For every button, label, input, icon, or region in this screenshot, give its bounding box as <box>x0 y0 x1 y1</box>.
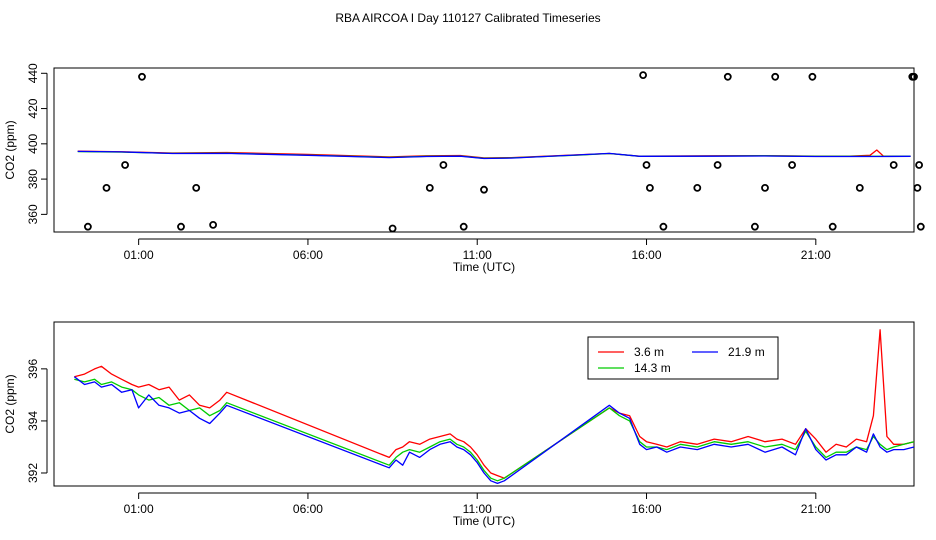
outlier-point <box>828 222 837 231</box>
outlier-point <box>439 161 448 169</box>
outlier-point <box>723 72 732 81</box>
outlier-point <box>459 222 468 231</box>
outlier-point <box>855 183 864 192</box>
legend-label: 3.6 m <box>634 345 664 359</box>
outlier-point <box>788 161 796 169</box>
y-tick-label: 420 <box>26 98 40 118</box>
legend: 3.6 m 14.3 m 21.9 m <box>587 336 779 380</box>
y-tick-label: 400 <box>26 133 40 153</box>
outlier-point <box>646 183 654 192</box>
y-tick-label: 380 <box>26 169 40 189</box>
outlier-point <box>639 71 647 79</box>
outlier-point <box>889 161 898 169</box>
outlier-point <box>751 222 759 231</box>
outlier-point <box>388 224 397 233</box>
series-line-2 <box>73 376 915 485</box>
outlier-point <box>771 72 780 81</box>
y-axis-label: CO2 (ppm) <box>3 120 17 179</box>
x-tick-label: 06:00 <box>293 248 323 262</box>
plot-frame <box>53 67 915 233</box>
outlier-point <box>84 222 92 231</box>
y-tick-label: 394 <box>26 411 40 431</box>
outlier-point <box>915 161 923 169</box>
outlier-point <box>910 72 918 81</box>
x-tick-label: 01:00 <box>124 502 154 516</box>
legend-label: 14.3 m <box>634 361 671 375</box>
series-line-1 <box>74 378 915 482</box>
plot-frame <box>53 321 915 487</box>
y-tick-label: 392 <box>26 463 40 483</box>
series-line-2 <box>77 150 911 160</box>
outlier-point <box>480 185 488 194</box>
x-tick-label: 11:00 <box>463 248 492 262</box>
x-tick-label: 21:00 <box>801 502 831 516</box>
outlier-point <box>177 222 185 231</box>
x-axis-label: Time (UTC) <box>453 514 515 528</box>
outlier-point <box>693 183 702 192</box>
legend-box <box>587 336 779 380</box>
x-tick-label: 11:00 <box>463 502 492 516</box>
x-tick-label: 21:00 <box>801 248 831 262</box>
outlier-point <box>209 220 218 229</box>
legend-label: 21.9 m <box>728 345 765 359</box>
outlier-point <box>659 222 668 231</box>
outlier-point <box>713 161 722 169</box>
outlier-point <box>916 222 925 231</box>
outlier-point <box>642 161 651 169</box>
y-tick-label: 440 <box>26 63 40 83</box>
series-line-0 <box>74 329 915 479</box>
y-tick-label: 396 <box>26 359 40 379</box>
y-axis-label: CO2 (ppm) <box>3 374 17 433</box>
x-tick-label: 06:00 <box>293 502 323 516</box>
y-tick-label: 360 <box>26 204 40 224</box>
x-tick-label: 16:00 <box>632 502 662 516</box>
x-tick-label: 01:00 <box>124 248 154 262</box>
x-tick-label: 16:00 <box>632 248 662 262</box>
outlier-point <box>425 183 434 192</box>
outlier-point <box>761 183 769 192</box>
panel-top: 01:00 06:00 11:00 16:00 21:00 Time (UTC) 360 38… <box>3 63 925 274</box>
x-axis-label: Time (UTC) <box>453 260 515 274</box>
panel-bottom: 01:00 06:00 11:00 16:00 21:00 Time (UTC) 392 39… <box>3 321 915 528</box>
outlier-point <box>121 161 129 169</box>
outlier-point <box>913 183 922 192</box>
figure-title: RBA AIRCOA I Day 110127 Calibrated Times… <box>335 11 600 25</box>
outlier-point <box>808 72 817 81</box>
outlier-point <box>192 183 201 192</box>
outlier-point <box>138 72 146 81</box>
outlier-point <box>102 183 111 192</box>
